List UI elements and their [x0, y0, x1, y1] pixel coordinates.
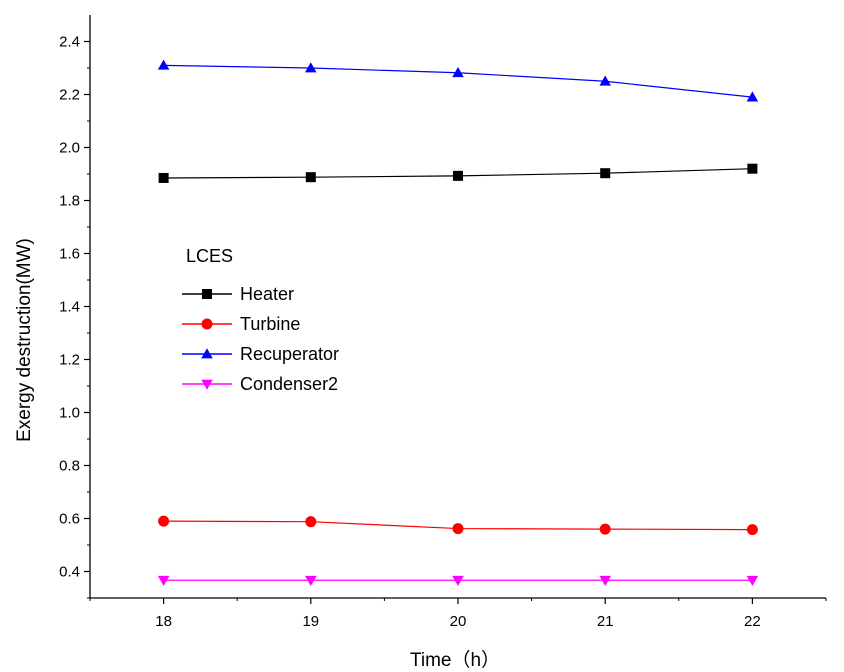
x-tick-label: 22 [744, 613, 761, 630]
legend-label: Recuperator [240, 344, 339, 364]
y-tick-label: 0.6 [59, 511, 80, 528]
y-tick-label: 1.8 [59, 193, 80, 210]
legend-swatch-marker [201, 348, 213, 359]
legend-item-turbine: Turbine [182, 314, 300, 334]
x-tick-label: 18 [155, 613, 172, 630]
axes: 0.4 0.6 0.8 1.0 1.2 1.4 1.6 1.8 2.0 2.2 2.4 18 19 20 2… [59, 15, 827, 630]
data-point-recuperator [452, 67, 464, 78]
series-layer [157, 59, 759, 586]
legend-item-heater: Heater [182, 284, 294, 304]
data-point-recuperator [599, 75, 611, 86]
data-point-recuperator [157, 59, 170, 70]
legend-label: Condenser2 [240, 374, 338, 394]
y-tick-label: 2.2 [59, 87, 80, 104]
data-point-condenser2 [305, 575, 317, 586]
legend-swatch-marker [202, 289, 212, 299]
series-heater [158, 163, 758, 183]
y-axis-label: Exergy destruction(MW) [14, 238, 35, 442]
y-tick-label: 0.8 [59, 458, 80, 475]
data-point-heater [305, 172, 316, 183]
data-point-heater [158, 172, 169, 183]
series-turbine [158, 515, 758, 536]
data-point-heater [600, 168, 611, 179]
legend: LCES Heater Turbine Recuperator Condenser2 [182, 246, 339, 394]
data-point-turbine [599, 523, 611, 535]
legend-swatch-marker [201, 379, 213, 390]
data-point-turbine [746, 524, 758, 536]
legend-swatch-marker [201, 318, 213, 330]
y-tick-label: 1.4 [59, 299, 80, 316]
data-point-recuperator [305, 62, 317, 73]
data-point-turbine [158, 515, 170, 527]
y-tick-label: 2.4 [59, 34, 80, 51]
data-point-condenser2 [746, 575, 759, 586]
legend-label: Turbine [240, 314, 300, 334]
legend-item-recuperator: Recuperator [182, 344, 339, 364]
y-tick-label: 2.0 [59, 140, 80, 157]
data-point-turbine [452, 523, 464, 535]
legend-item-condenser2: Condenser2 [182, 374, 338, 394]
data-point-heater [453, 170, 463, 181]
data-point-condenser2 [452, 575, 464, 586]
data-point-condenser2 [157, 575, 170, 586]
legend-label: Heater [240, 284, 294, 304]
y-tick-label: 0.4 [59, 564, 80, 581]
x-tick-label: 20 [450, 613, 467, 630]
x-tick-label: 19 [302, 613, 319, 630]
x-axis-label: Time（h） [410, 649, 500, 671]
y-tick-label: 1.6 [59, 246, 80, 263]
series-recuperator [157, 59, 759, 102]
y-tick-label: 1.2 [59, 352, 80, 369]
series-condenser2 [157, 575, 759, 586]
y-tick-label: 1.0 [59, 405, 80, 422]
data-point-recuperator [746, 91, 759, 102]
data-point-turbine [305, 516, 317, 528]
x-tick-label: 21 [597, 613, 614, 630]
data-point-condenser2 [599, 575, 611, 586]
data-point-heater [747, 163, 758, 174]
legend-title: LCES [186, 246, 233, 266]
